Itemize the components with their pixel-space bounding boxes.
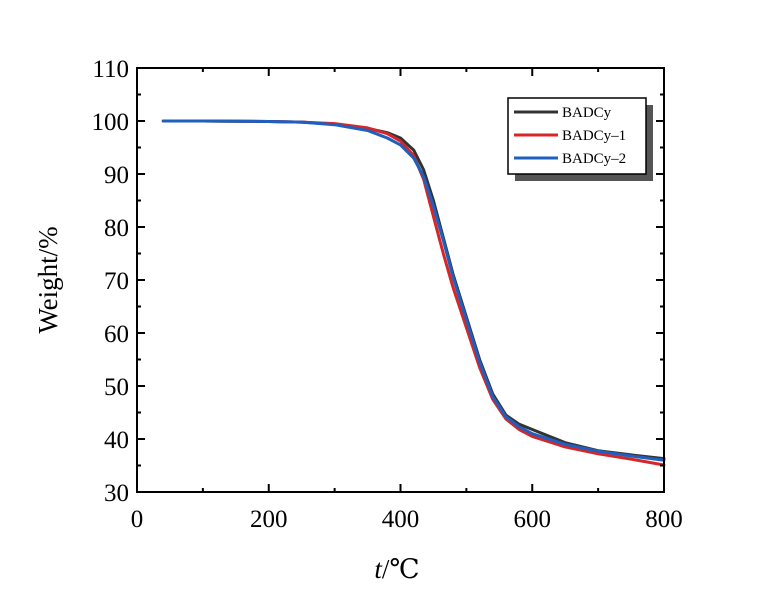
y-tick-label: 90	[104, 162, 129, 189]
x-axis-title-var: t	[374, 554, 383, 584]
y-tick-label: 70	[104, 268, 129, 295]
series-line-3	[161, 119, 666, 462]
axis-ticks: 0 200 400 600 800 30 40 50 60 70 80 90 100 110	[92, 56, 683, 533]
x-tick-label: 800	[645, 506, 683, 533]
legend-label-1: BADCy	[562, 105, 612, 121]
legend: BADCy BADCy–1 BADCy–2	[507, 97, 653, 181]
series-group	[161, 119, 666, 467]
x-axis-title: t/℃	[374, 554, 419, 584]
x-tick-label: 0	[131, 506, 144, 533]
y-tick-label: 80	[104, 215, 129, 242]
x-tick-label: 600	[514, 506, 552, 533]
x-tick-label: 200	[250, 506, 288, 533]
legend-label-2: BADCy–1	[562, 128, 626, 144]
x-tick-label: 400	[382, 506, 420, 533]
legend-label-3: BADCy–2	[562, 151, 626, 167]
y-tick-label: 60	[104, 321, 129, 348]
y-tick-label: 50	[104, 374, 129, 401]
y-tick-label: 40	[104, 427, 129, 454]
y-axis-title: Weight/%	[33, 226, 63, 333]
y-tick-label: 110	[92, 56, 129, 83]
y-tick-label: 100	[92, 109, 130, 136]
x-axis-title-unit: /℃	[382, 554, 420, 584]
y-tick-label: 30	[104, 480, 129, 507]
